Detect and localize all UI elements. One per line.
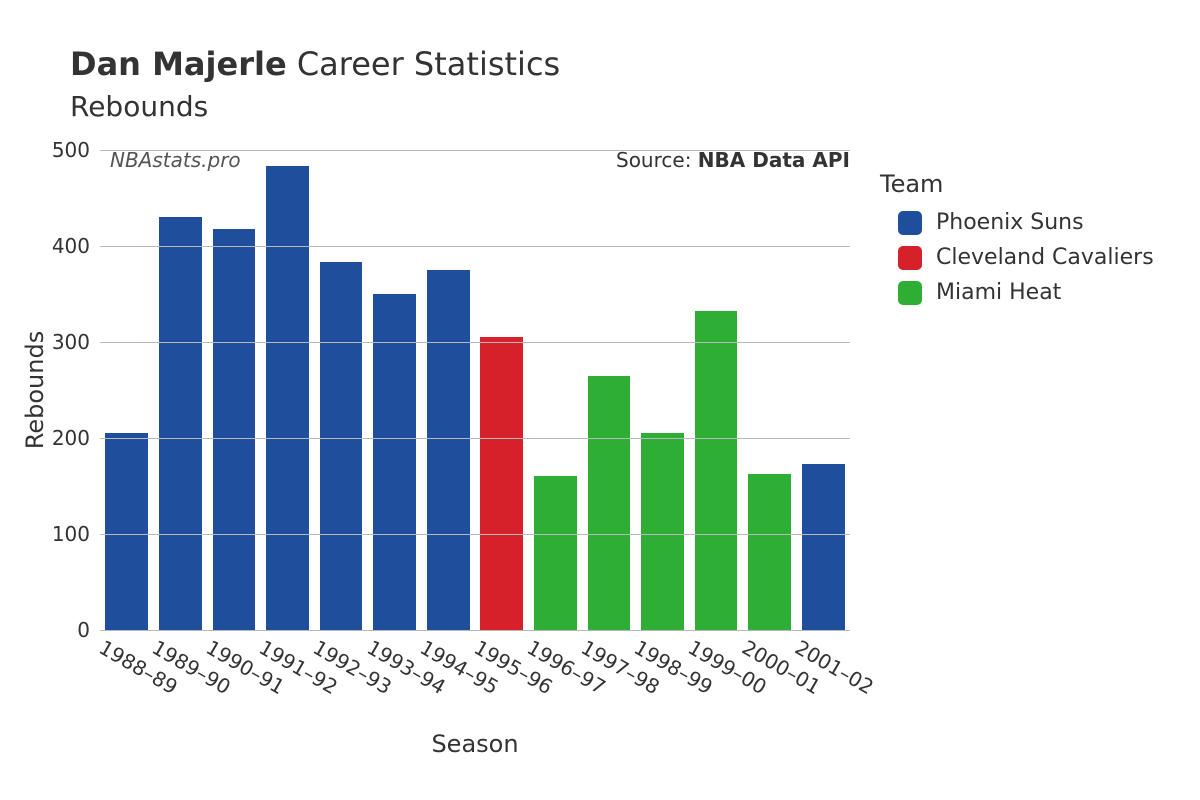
bar [427,270,470,630]
legend-swatch [898,211,922,235]
y-tick-label: 200 [52,426,100,450]
legend: Team Phoenix Suns Cleveland Cavaliers Miam… [880,170,1154,315]
gridline [100,438,850,439]
y-tick-label: 100 [52,522,100,546]
gridline [100,630,850,631]
bar [641,433,684,630]
bar [748,474,791,630]
legend-item: Phoenix Suns [880,210,1154,235]
legend-title: Team [880,170,1154,198]
bar [213,229,256,630]
legend-swatch [898,281,922,305]
legend-swatch [898,246,922,270]
bar [695,311,738,630]
legend-label: Cleveland Cavaliers [936,245,1154,270]
legend-item: Cleveland Cavaliers [880,245,1154,270]
x-axis-label: Season [431,730,518,758]
legend-item: Miami Heat [880,280,1154,305]
bar [320,262,363,630]
chart-root: Dan Majerle Career Statistics Rebounds N… [0,0,1200,800]
plot-area: 01002003004005001988–891989–901990–91199… [100,150,850,630]
y-tick-label: 500 [52,138,100,162]
legend-label: Miami Heat [936,280,1061,305]
bar [373,294,416,630]
bar [588,376,631,630]
y-tick-label: 300 [52,330,100,354]
gridline [100,150,850,151]
bar [480,337,523,630]
legend-rows: Phoenix Suns Cleveland Cavaliers Miami Hea… [880,210,1154,305]
chart-subtitle: Rebounds [70,90,208,123]
legend-label: Phoenix Suns [936,210,1084,235]
chart-title: Dan Majerle Career Statistics [70,45,560,83]
gridline [100,246,850,247]
bar [534,476,577,630]
gridline [100,534,850,535]
bar [105,433,148,630]
bar [159,217,202,630]
y-tick-label: 400 [52,234,100,258]
title-player-name: Dan Majerle [70,45,287,83]
gridline [100,342,850,343]
bars-container [100,150,850,630]
bar [802,464,845,630]
y-tick-label: 0 [77,618,100,642]
y-axis-label: Rebounds [21,331,49,449]
title-suffix: Career Statistics [287,45,561,83]
bar [266,166,309,630]
